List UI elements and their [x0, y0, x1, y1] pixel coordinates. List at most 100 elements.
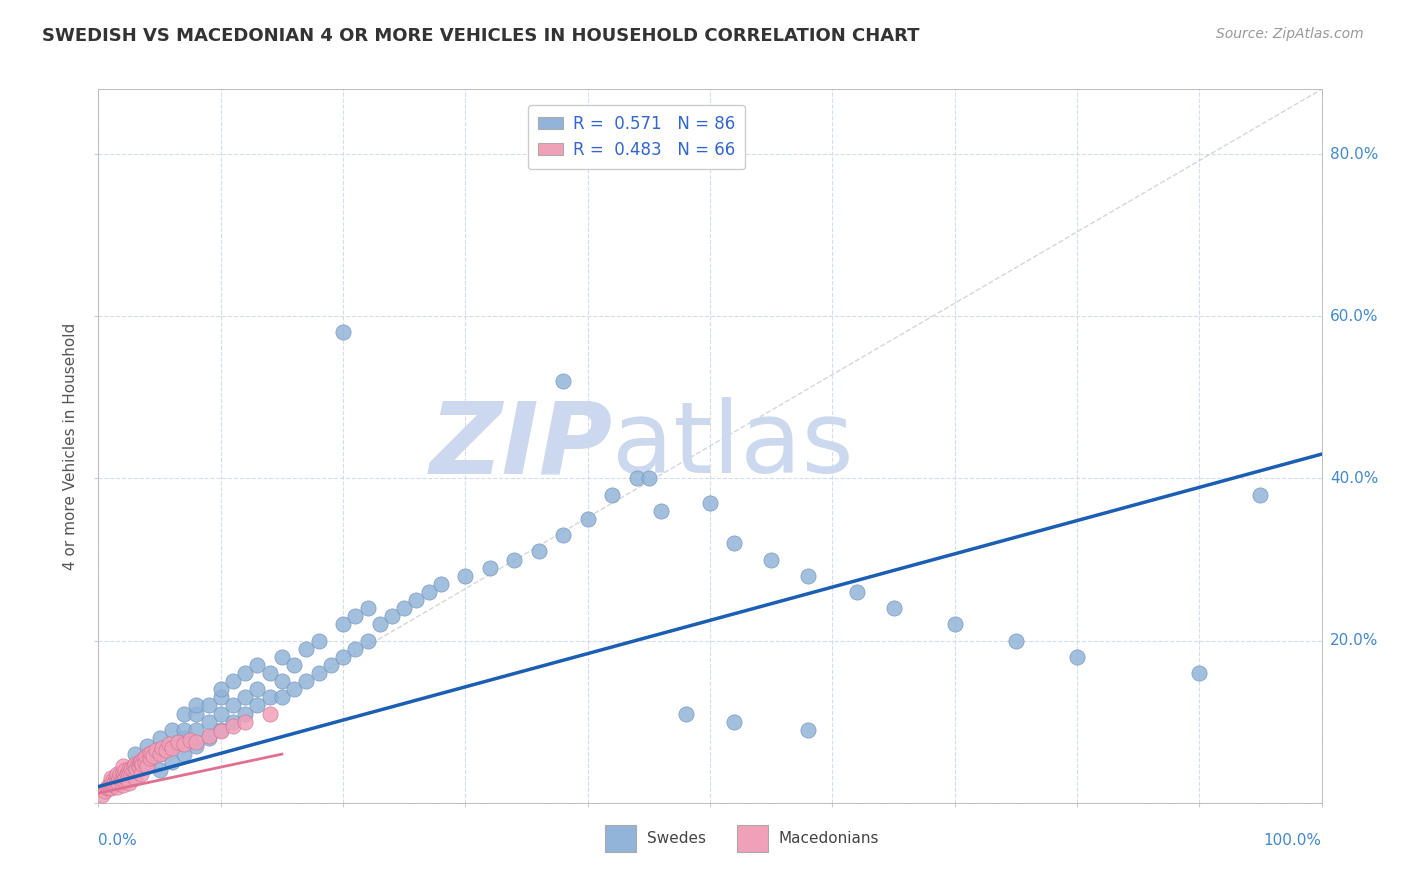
Point — [405, 593, 427, 607]
Point — [246, 682, 269, 697]
Point — [233, 690, 256, 705]
Point — [120, 762, 142, 776]
Point — [270, 649, 294, 664]
Point — [883, 601, 905, 615]
Point — [124, 764, 146, 778]
Point — [723, 714, 745, 729]
Point — [111, 772, 134, 786]
Point — [136, 756, 159, 770]
Point — [418, 585, 440, 599]
Point — [186, 723, 208, 737]
Point — [233, 714, 256, 729]
Point — [100, 775, 122, 789]
Point — [1188, 666, 1211, 681]
Text: Macedonians: Macedonians — [779, 831, 879, 846]
Point — [149, 731, 172, 745]
Point — [145, 743, 167, 757]
Point — [160, 723, 183, 737]
Point — [270, 690, 294, 705]
Point — [167, 735, 190, 749]
Point — [105, 780, 128, 794]
Point — [105, 773, 128, 788]
Point — [111, 759, 134, 773]
Point — [1004, 633, 1026, 648]
Point — [114, 770, 136, 784]
Point — [108, 772, 131, 786]
Point — [97, 780, 120, 794]
Point — [797, 723, 820, 737]
Point — [105, 767, 128, 781]
Point — [283, 657, 305, 672]
Point — [503, 552, 526, 566]
Point — [209, 706, 232, 721]
Point — [222, 714, 245, 729]
Point — [600, 488, 623, 502]
Point — [129, 767, 152, 781]
Point — [222, 698, 245, 713]
Point — [118, 775, 141, 789]
Text: 100.0%: 100.0% — [1264, 833, 1322, 848]
Point — [246, 657, 269, 672]
Point — [259, 706, 281, 721]
Point — [124, 772, 146, 786]
Y-axis label: 4 or more Vehicles in Household: 4 or more Vehicles in Household — [63, 322, 79, 570]
Point — [149, 764, 172, 778]
Point — [155, 743, 177, 757]
Point — [553, 374, 575, 388]
Point — [295, 641, 318, 656]
Point — [723, 536, 745, 550]
Point — [101, 778, 124, 792]
Point — [111, 778, 134, 792]
Text: 20.0%: 20.0% — [1330, 633, 1378, 648]
Point — [101, 773, 124, 788]
Point — [112, 773, 135, 788]
Point — [1066, 649, 1088, 664]
Point — [124, 756, 146, 771]
Point — [344, 641, 367, 656]
Point — [173, 731, 195, 745]
Point — [186, 706, 208, 721]
Point — [100, 781, 122, 796]
Point — [120, 764, 142, 779]
Point — [132, 751, 155, 765]
Point — [150, 740, 173, 755]
Point — [125, 762, 148, 776]
Point — [122, 759, 145, 773]
Bar — [737, 825, 768, 852]
Point — [209, 723, 232, 737]
Point — [173, 723, 195, 737]
Point — [209, 724, 232, 739]
Point — [100, 780, 122, 794]
Point — [626, 471, 648, 485]
Point — [149, 747, 172, 761]
Point — [319, 657, 342, 672]
Point — [209, 682, 232, 697]
Point — [197, 729, 219, 743]
Point — [111, 772, 134, 786]
Point — [675, 706, 697, 721]
Point — [186, 735, 208, 749]
Point — [259, 690, 281, 705]
Point — [115, 767, 138, 781]
Point — [454, 568, 477, 582]
Point — [129, 754, 152, 768]
Point — [111, 772, 134, 786]
Text: Source: ZipAtlas.com: Source: ZipAtlas.com — [1216, 27, 1364, 41]
Point — [233, 706, 256, 721]
Point — [943, 617, 966, 632]
Point — [197, 698, 219, 713]
Point — [135, 748, 157, 763]
Point — [121, 764, 143, 778]
Point — [197, 731, 219, 745]
Point — [138, 747, 160, 761]
Point — [117, 764, 139, 779]
Point — [131, 756, 153, 771]
Point — [430, 577, 453, 591]
Point — [186, 698, 208, 713]
Text: ZIP: ZIP — [429, 398, 612, 494]
Point — [160, 739, 183, 753]
Point — [197, 714, 219, 729]
Point — [160, 740, 183, 755]
Point — [295, 674, 318, 689]
Text: 60.0%: 60.0% — [1330, 309, 1378, 324]
